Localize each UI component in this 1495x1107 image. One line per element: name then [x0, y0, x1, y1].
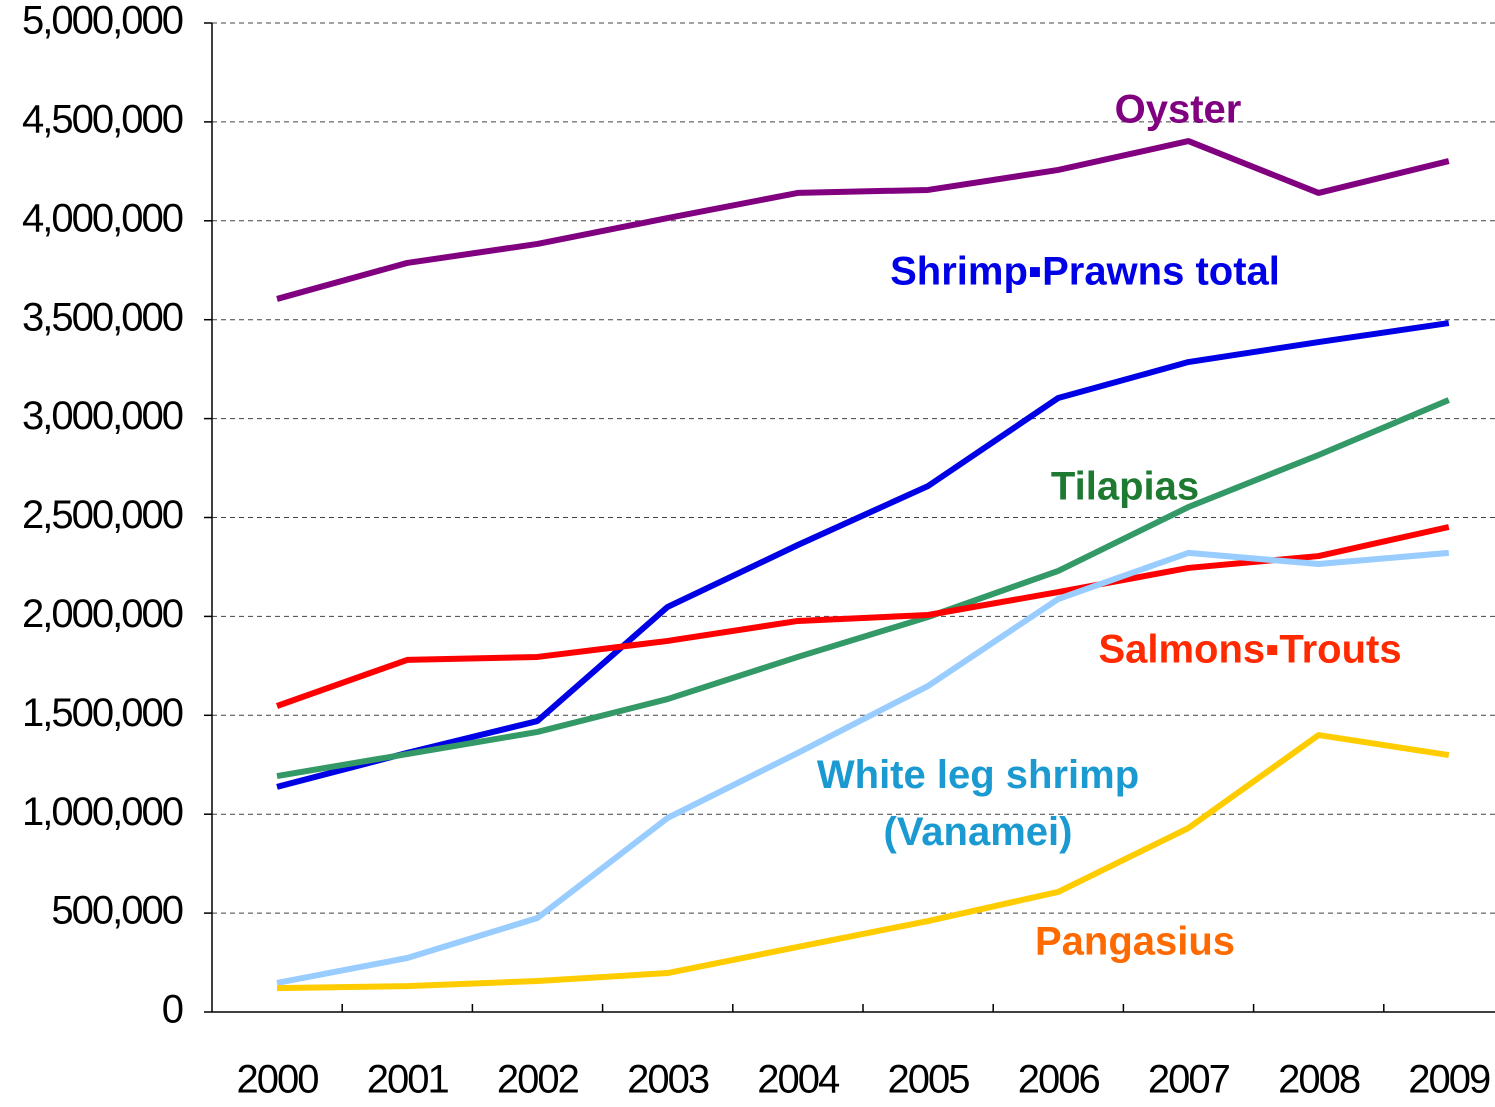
y-tick-label: 4,500,000 — [22, 97, 183, 141]
series-line — [276, 138, 1450, 302]
series-label: White leg shrimp (Vanamei) — [816, 753, 1140, 854]
series-label: Oyster — [1114, 87, 1242, 132]
y-tick-label: 2,000,000 — [22, 592, 183, 636]
x-tick-label: 2003 — [627, 1058, 709, 1102]
x-tick-label: 2007 — [1148, 1058, 1230, 1102]
series-label: Tilapias — [1050, 464, 1200, 509]
series-label: Pangasius — [1034, 919, 1236, 964]
y-tick-label: 500,000 — [51, 889, 182, 933]
x-tick-label: 2001 — [367, 1058, 449, 1102]
x-tick-label: 2006 — [1018, 1058, 1100, 1102]
x-tick-label: 2009 — [1408, 1058, 1490, 1102]
series-line — [276, 397, 1450, 779]
series-line — [275, 524, 1450, 709]
series-line — [276, 732, 1450, 992]
y-tick-label: 5,000,000 — [22, 0, 183, 43]
series-line — [276, 320, 1450, 790]
y-tick-label: 1,500,000 — [22, 691, 183, 735]
y-tick-label: 1,000,000 — [22, 790, 183, 834]
x-tick-label: 2008 — [1278, 1058, 1360, 1102]
x-tick-label: 2002 — [497, 1058, 579, 1102]
y-tick-label: 2,500,000 — [22, 493, 183, 537]
series-label: Salmons▪Trouts — [1098, 627, 1402, 672]
y-tick-label: 3,500,000 — [22, 295, 183, 339]
x-tick-label: 2004 — [757, 1058, 840, 1102]
x-tick-label: 2000 — [237, 1058, 319, 1102]
y-tick-label: 3,000,000 — [22, 394, 183, 438]
series-line — [276, 549, 1450, 986]
y-tick-label: 4,000,000 — [22, 196, 183, 240]
series-label: Shrimp▪Prawns total — [890, 249, 1280, 294]
y-tick-label: 0 — [162, 988, 183, 1032]
x-tick-label: 2005 — [888, 1058, 970, 1102]
